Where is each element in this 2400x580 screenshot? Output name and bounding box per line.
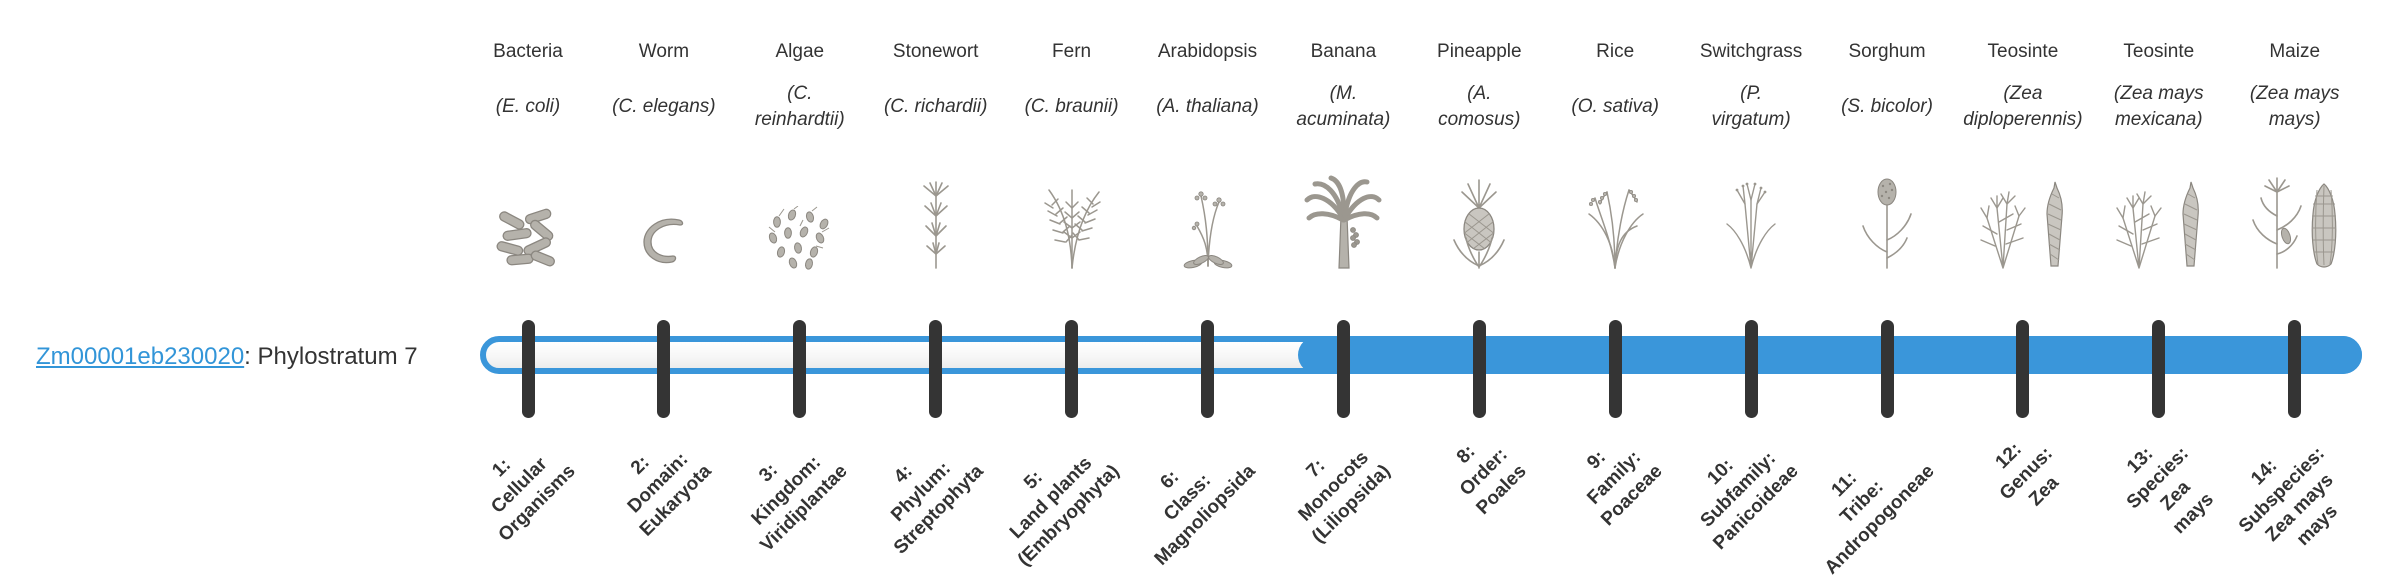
organism-column: Teosinte (Zea mays mexicana) bbox=[2084, 40, 2234, 270]
organism-column: Algae (C. reinhardtii) bbox=[725, 40, 875, 270]
phylostratum-tick bbox=[1201, 320, 1214, 418]
organism-species: (C. elegans) bbox=[612, 96, 716, 117]
stratum-rank-label: 10: Subfamily: Panicoideae bbox=[1696, 447, 1803, 555]
arabidopsis-icon bbox=[1133, 144, 1283, 270]
organism-species: (P. virgatum) bbox=[1711, 83, 1791, 130]
organism-column: Worm (C. elegans) bbox=[589, 40, 739, 270]
organism-name: Switchgrass bbox=[1699, 41, 1803, 62]
gene-id-link[interactable]: Zm00001eb230020 bbox=[36, 343, 245, 370]
organism-column: Sorghum (S. bicolor) bbox=[1812, 40, 1962, 270]
bacteria-icon bbox=[453, 144, 603, 270]
organism-name: Maize bbox=[2269, 41, 2321, 62]
stratum-rank-label: 11: Tribe: Andropogoneae bbox=[1820, 460, 1939, 579]
organism-column: Fern (C. braunii) bbox=[997, 40, 1147, 270]
banana-icon bbox=[1268, 144, 1418, 270]
organism-species: (E. coli) bbox=[495, 96, 561, 117]
phylostratum-tick bbox=[1744, 320, 1758, 418]
stonewort-icon bbox=[861, 144, 1011, 270]
phylostratum-tick bbox=[1336, 320, 1350, 418]
phylostratum-tick bbox=[2152, 320, 2166, 418]
organism-species: (Zea diploperennis) bbox=[1963, 83, 2083, 130]
organism-name: Worm bbox=[638, 41, 690, 62]
organism-name: Banana bbox=[1310, 41, 1377, 62]
organism-column: Stonewort (C. richardii) bbox=[861, 40, 1011, 270]
organism-name: Arabidopsis bbox=[1157, 41, 1258, 62]
teosinte-icon bbox=[1948, 144, 2098, 270]
maize-icon bbox=[2220, 144, 2370, 270]
stratum-rank-label: 12: Genus: Zea bbox=[1991, 438, 2063, 511]
phylostratum-tick bbox=[657, 320, 671, 418]
organism-name: Teosinte bbox=[1987, 41, 2059, 62]
phylostratum-tick bbox=[1608, 320, 1622, 418]
stratum-rank-label: 2: Domain: Eukaryota bbox=[623, 448, 716, 541]
stratum-rank-label: 1: Cellular Organisms bbox=[487, 453, 580, 546]
sorghum-icon bbox=[1812, 144, 1962, 270]
phylostratum-tick bbox=[929, 320, 943, 418]
stratum-rank-label: 7: Monocots (Liliopsida) bbox=[1294, 447, 1396, 548]
organism-name: Teosinte bbox=[2123, 41, 2195, 62]
organism-species: (A. thaliana) bbox=[1156, 96, 1259, 117]
organism-name: Rice bbox=[1596, 41, 1635, 62]
organism-name: Pineapple bbox=[1437, 41, 1522, 62]
organism-column: Teosinte (Zea diploperennis) bbox=[1948, 40, 2098, 270]
organism-name: Sorghum bbox=[1848, 41, 1926, 62]
stratum-rank-label: 9: Family: Poaceae bbox=[1583, 446, 1667, 531]
organism-column: Arabidopsis (A. thaliana) bbox=[1133, 40, 1283, 270]
organism-species: (M. acuminata) bbox=[1296, 83, 1391, 130]
organism-species: (C. reinhardtii) bbox=[754, 83, 845, 130]
worm-icon bbox=[589, 144, 739, 270]
phylostratum-tick bbox=[1065, 320, 1079, 418]
stratum-rank-label: 4: Phylum: Streptophyta bbox=[886, 458, 988, 559]
organism-name: Fern bbox=[1052, 41, 1092, 62]
phylostratum-tick bbox=[793, 320, 807, 418]
organism-species: (C. richardii) bbox=[883, 96, 988, 117]
phylostratum-tick bbox=[521, 320, 535, 418]
stratum-rank-label: 14: Subspecies: Zea mays mays bbox=[2234, 443, 2342, 551]
gene-label: Zm00001eb230020: Phylostratum 7 bbox=[36, 343, 418, 372]
phylostratum-tick bbox=[2016, 320, 2030, 418]
organism-name: Stonewort bbox=[892, 41, 979, 62]
phylostratum-tick bbox=[1880, 320, 1894, 418]
teosinte-icon bbox=[2084, 144, 2234, 270]
organism-species: (Zea mays mays) bbox=[2249, 83, 2340, 130]
organism-species: (A. comosus) bbox=[1438, 83, 1521, 130]
algae-icon bbox=[725, 144, 875, 270]
stratum-rank-label: 3: Kingdom: Viridiplantae bbox=[747, 451, 852, 557]
organism-species: (S. bicolor) bbox=[1841, 96, 1933, 117]
organism-name: Bacteria bbox=[493, 41, 563, 62]
stratum-rank-label: 6: Class: Magnoliopsida bbox=[1150, 460, 1260, 570]
timeline-bar-fill bbox=[1298, 336, 2362, 374]
organism-name: Algae bbox=[775, 41, 825, 62]
organism-column: Switchgrass (P. virgatum) bbox=[1676, 40, 1826, 270]
fern-icon bbox=[997, 144, 1147, 270]
pineapple-icon bbox=[1404, 144, 1554, 270]
organism-species: (O. sativa) bbox=[1571, 96, 1659, 117]
organism-column: Pineapple (A. comosus) bbox=[1404, 40, 1554, 270]
phylostratum-text: : Phylostratum 7 bbox=[244, 343, 418, 370]
stratum-rank-label: 8: Order: Poales bbox=[1453, 441, 1531, 519]
stratum-rank-label: 5: Land plants (Embryophyta) bbox=[1005, 452, 1124, 571]
organism-column: Banana (M. acuminata) bbox=[1268, 40, 1418, 270]
stratum-rank-label: 13: Species: Zea mays bbox=[2122, 443, 2218, 539]
rice-icon bbox=[1540, 144, 1690, 270]
organism-column: Maize (Zea mays mays) bbox=[2220, 40, 2370, 270]
phylostratum-tick bbox=[1472, 320, 1486, 418]
phylostratum-tick bbox=[2288, 320, 2302, 418]
organism-column: Bacteria (E. coli) bbox=[453, 40, 603, 270]
organism-species: (C. braunii) bbox=[1024, 96, 1119, 117]
organism-species: (Zea mays mexicana) bbox=[2113, 83, 2204, 130]
switchgrass-icon bbox=[1676, 144, 1826, 270]
organism-column: Rice (O. sativa) bbox=[1540, 40, 1690, 270]
